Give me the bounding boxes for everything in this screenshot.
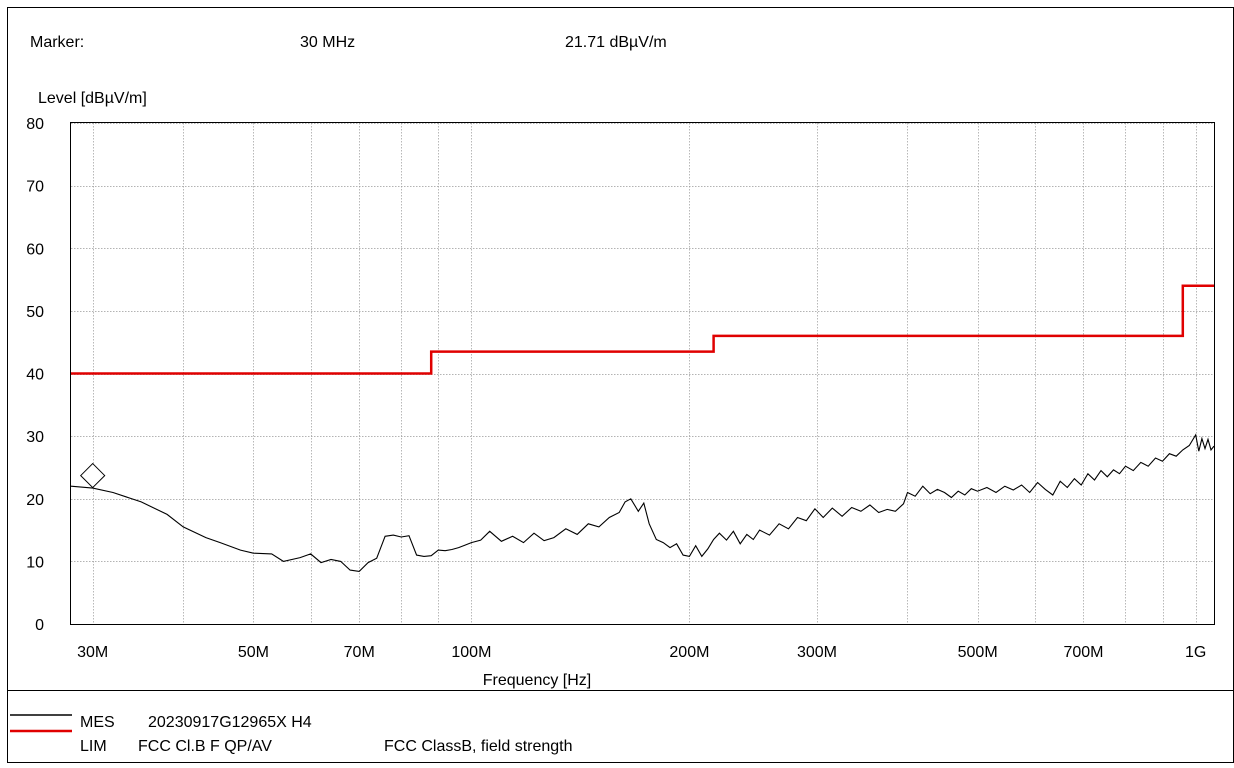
- legend-code-lim: LIM: [80, 738, 107, 755]
- y-tick-label: 40: [26, 367, 44, 384]
- legend-name-lim: FCC Cl.B F QP/AV: [138, 738, 272, 755]
- plot-frame: [70, 122, 1215, 625]
- x-tick-label: 200M: [669, 644, 709, 661]
- outer-frame: [7, 7, 1234, 763]
- x-tick-label: 30M: [77, 644, 108, 661]
- marker-diamond-icon: [79, 462, 106, 489]
- limit-line: [71, 284, 1214, 375]
- y-tick-label: 80: [26, 116, 44, 133]
- x-tick-label: 50M: [238, 644, 269, 661]
- marker-frequency: 30 MHz: [300, 34, 355, 51]
- x-tick-label: 500M: [958, 644, 998, 661]
- y-tick-label: 0: [35, 617, 44, 634]
- x-tick-label: 70M: [344, 644, 375, 661]
- x-tick-label: 300M: [797, 644, 837, 661]
- legend: MES 20230917G12965X H4 LIM FCC Cl.B F QP…: [10, 714, 573, 755]
- y-tick-label: 20: [26, 492, 44, 509]
- marker-point-group: [79, 462, 106, 489]
- x-tick-labels: 30M 50M 70M 100M 200M 300M 500M 700M 1G: [77, 644, 1206, 661]
- y-tick-labels: 0 10 20 30 40 50 60 70 80: [26, 116, 44, 634]
- legend-description-lim: FCC ClassB, field strength: [384, 738, 573, 755]
- x-axis-label: Frequency [Hz]: [483, 672, 591, 689]
- marker-label: Marker:: [30, 34, 84, 51]
- legend-code-mes: MES: [80, 714, 115, 731]
- series-lines: [70, 284, 1215, 572]
- x-tick-label: 700M: [1063, 644, 1103, 661]
- y-tick-label: 60: [26, 241, 44, 258]
- x-tick-label: 1G: [1185, 644, 1206, 661]
- x-tick-label: 100M: [451, 644, 491, 661]
- marker-level: 21.71 dBµV/m: [565, 34, 667, 51]
- legend-name-mes: 20230917G12965X H4: [148, 714, 312, 731]
- y-tick-label: 70: [26, 179, 44, 196]
- y-axis-label: Level [dBµV/m]: [38, 90, 147, 107]
- measurement-line: [70, 433, 1215, 572]
- y-tick-label: 10: [26, 554, 44, 571]
- y-tick-label: 30: [26, 429, 44, 446]
- y-tick-label: 50: [26, 304, 44, 321]
